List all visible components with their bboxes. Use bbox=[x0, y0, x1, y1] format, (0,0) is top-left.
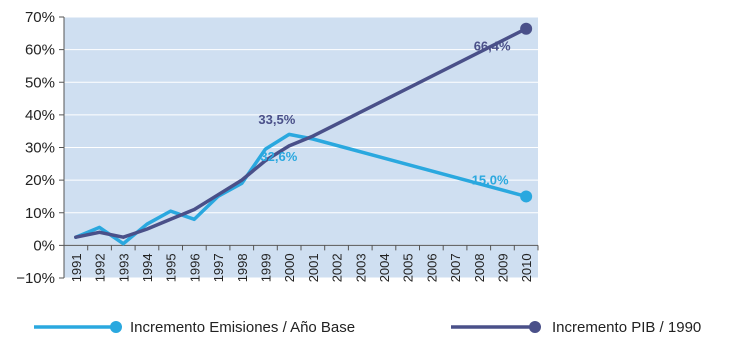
x-tick-label: 1993 bbox=[116, 253, 131, 282]
data-label: 66,4% bbox=[474, 39, 511, 54]
y-tick-label: 40% bbox=[25, 107, 55, 124]
y-tick-label: 60% bbox=[25, 42, 55, 59]
x-tick-label: 2005 bbox=[401, 253, 416, 282]
series-line-1 bbox=[74, 26, 528, 239]
axes bbox=[59, 16, 539, 279]
x-tick-label: 2002 bbox=[330, 253, 345, 282]
y-tick-label: 0% bbox=[33, 237, 55, 254]
legend: Incremento Emisiones / Año Base Increment… bbox=[34, 319, 701, 336]
series-line-0 bbox=[74, 132, 528, 246]
legend-label-1: Incremento PIB / 1990 bbox=[552, 319, 701, 336]
x-tick-label: 1994 bbox=[140, 253, 155, 282]
series-lines bbox=[74, 22, 533, 246]
x-tick-label: 2001 bbox=[306, 253, 321, 282]
x-tick-label: 2009 bbox=[495, 253, 510, 282]
data-label: 32,6% bbox=[260, 149, 297, 164]
y-tick-labels: −10% 0% 10% 20% 30% 40% 50% 60% 70% bbox=[16, 9, 55, 287]
x-tick-label: 2004 bbox=[377, 253, 392, 282]
series-end-point-0 bbox=[520, 190, 533, 203]
x-tick-label: 2008 bbox=[472, 253, 487, 282]
y-tick-label: 70% bbox=[25, 9, 55, 26]
y-tick-label: 30% bbox=[25, 140, 55, 157]
x-tick-label: 2007 bbox=[448, 253, 463, 282]
x-tick-label: 1998 bbox=[235, 253, 250, 282]
x-tick-label: 1999 bbox=[258, 253, 273, 282]
y-tick-label: 50% bbox=[25, 74, 55, 91]
x-tick-label: 1997 bbox=[211, 253, 226, 282]
legend-label-0: Incremento Emisiones / Año Base bbox=[130, 319, 355, 336]
x-tick-label: 2006 bbox=[424, 253, 439, 282]
y-tick-label: 20% bbox=[25, 172, 55, 189]
x-tick-label: 1991 bbox=[69, 253, 84, 282]
x-tick-label: 1996 bbox=[187, 253, 202, 282]
x-tick-label: 1995 bbox=[164, 253, 179, 282]
series-end-point-1 bbox=[520, 22, 533, 35]
legend-marker-0 bbox=[110, 321, 122, 333]
x-tick-label: 2010 bbox=[519, 253, 534, 282]
data-labels: 33,5% 66,4% 32,6% 15,0% bbox=[258, 39, 511, 188]
x-tick-label: 2003 bbox=[353, 253, 368, 282]
x-tick-label: 1992 bbox=[93, 253, 108, 282]
y-tick-label: 10% bbox=[25, 205, 55, 222]
x-tick-label: 2000 bbox=[282, 253, 297, 282]
data-label: 33,5% bbox=[258, 112, 295, 127]
y-tick-label: −10% bbox=[16, 270, 55, 287]
legend-marker-1 bbox=[529, 321, 541, 333]
x-tick-labels: 1991 1992 1993 1994 1995 1996 1997 1998 1999 2000… bbox=[69, 253, 534, 282]
data-label: 15,0% bbox=[472, 172, 509, 187]
